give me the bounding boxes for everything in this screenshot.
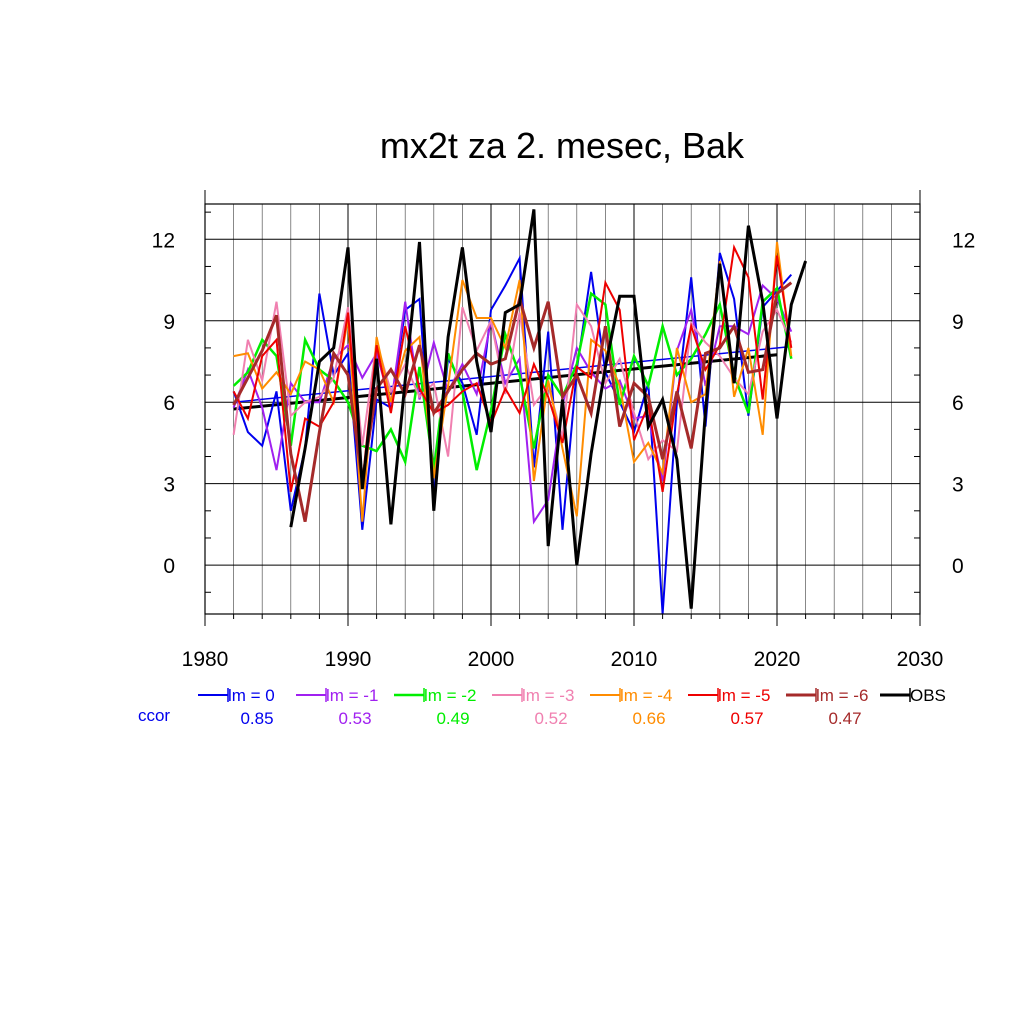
- legend-entry: lm = -6: [816, 686, 868, 705]
- y-tick-label: 6: [163, 392, 175, 415]
- ccor-value: 0.66: [632, 709, 665, 728]
- legend-entry: lm = -3: [522, 686, 574, 705]
- data-series: [232, 209, 808, 615]
- ccor-label: ccor: [138, 706, 170, 725]
- y-tick-label: 12: [152, 229, 175, 252]
- ccor-value: 0.57: [730, 709, 763, 728]
- ccor-value: 0.52: [534, 709, 567, 728]
- tick-labels: 1980 1990 2000 2010 2020 2030 0 0 3 3 6 6 9 9 12 12: [152, 229, 976, 671]
- ccor-value: 0.85: [240, 709, 273, 728]
- series-line: [232, 244, 793, 492]
- series-line: [289, 209, 808, 609]
- x-tick-label: 1980: [182, 648, 229, 671]
- y-tick-label-right: 9: [952, 311, 964, 334]
- y-tick-label: 0: [163, 555, 175, 578]
- legend-entry: lm = -2: [424, 686, 476, 705]
- ccor-value: 0.53: [338, 709, 371, 728]
- legend-entry: OBS: [910, 686, 946, 705]
- x-tick-label: 2030: [897, 648, 944, 671]
- plot-frame: [204, 190, 921, 626]
- y-tick-label: 9: [163, 311, 175, 334]
- legend-entry: lm = -1: [326, 686, 378, 705]
- x-tick-label: 2020: [754, 648, 801, 671]
- y-tick-label-right: 3: [952, 474, 964, 497]
- chart-title: mx2t za 2. mesec, Bak: [380, 125, 745, 166]
- legend-entry: lm = 0: [228, 686, 275, 705]
- legend-entry: lm = -5: [718, 686, 770, 705]
- y-tick-label-right: 12: [952, 229, 975, 252]
- y-tick-label-right: 0: [952, 555, 964, 578]
- x-tick-label: 2000: [468, 648, 515, 671]
- x-tick-label: 2010: [611, 648, 658, 671]
- series-line: [232, 281, 793, 523]
- x-tick-label: 1990: [325, 648, 372, 671]
- ccor-value: 0.49: [436, 709, 469, 728]
- legend: lm = 0 0.85 lm = -1 0.53 lm = -2 0.49 lm = -3 0…: [138, 686, 946, 728]
- y-tick-label: 3: [163, 474, 175, 497]
- ccor-value: 0.47: [828, 709, 861, 728]
- y-tick-label-right: 6: [952, 392, 964, 415]
- legend-entry: lm = -4: [620, 686, 672, 705]
